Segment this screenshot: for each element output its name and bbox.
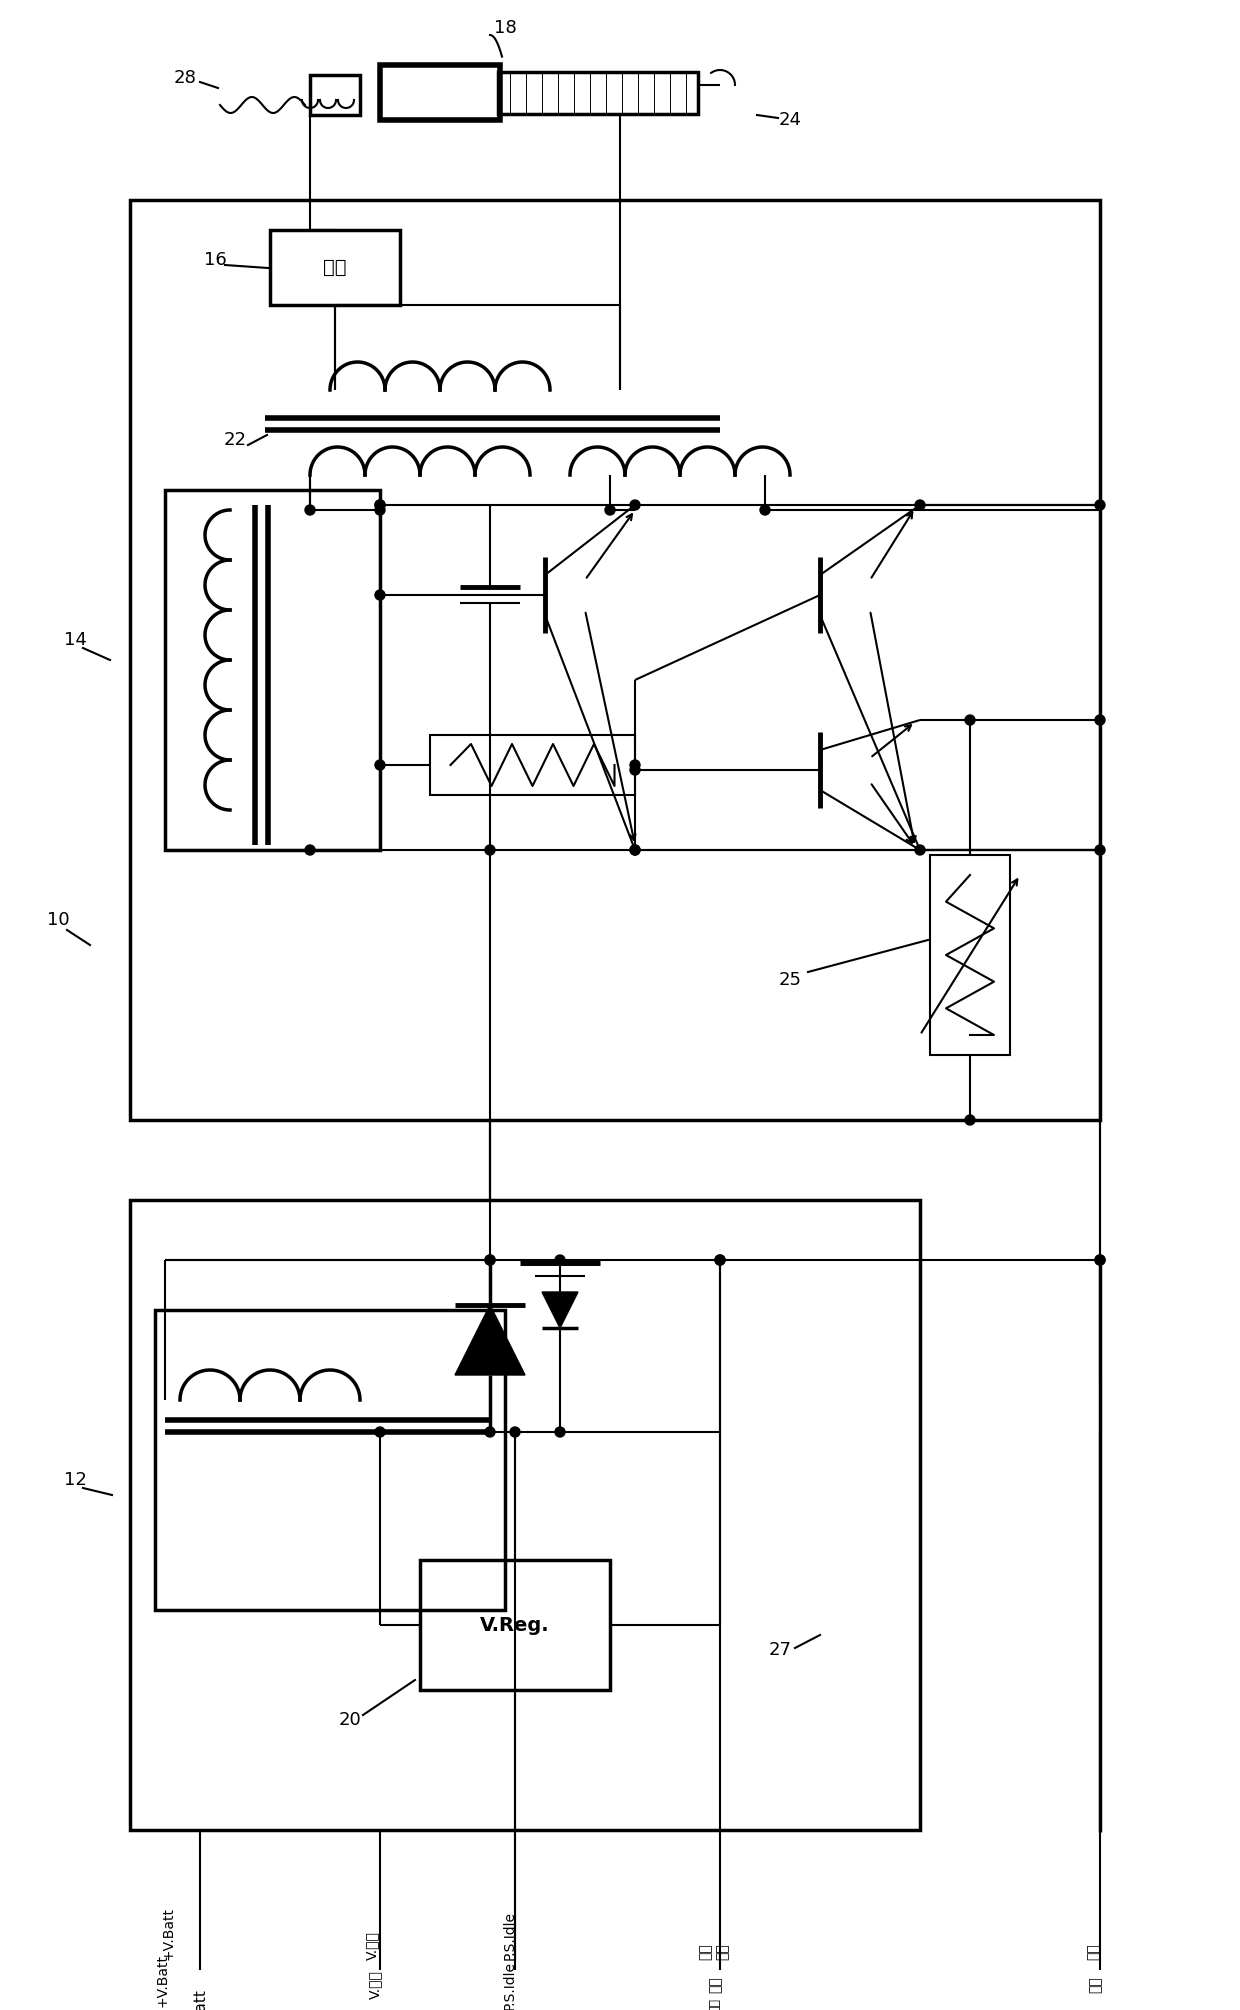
Circle shape xyxy=(1095,1254,1105,1264)
Polygon shape xyxy=(455,1304,525,1375)
Text: +V.Batt: +V.Batt xyxy=(192,1988,207,2010)
Bar xyxy=(130,201,1100,1120)
Circle shape xyxy=(1095,844,1105,854)
Text: V.控制: V.控制 xyxy=(368,1970,382,2000)
Circle shape xyxy=(556,1254,565,1264)
Circle shape xyxy=(915,500,925,511)
Text: 输出: 输出 xyxy=(708,1976,722,1994)
Circle shape xyxy=(965,716,975,726)
Circle shape xyxy=(605,505,615,515)
Bar xyxy=(270,229,401,306)
Bar xyxy=(498,72,698,115)
Circle shape xyxy=(630,844,640,854)
Circle shape xyxy=(485,844,495,854)
Text: V.控制: V.控制 xyxy=(365,1932,379,1960)
Circle shape xyxy=(556,1427,565,1437)
Bar xyxy=(379,64,500,121)
Circle shape xyxy=(510,1427,520,1437)
Circle shape xyxy=(965,1116,975,1126)
Text: 22: 22 xyxy=(223,430,247,448)
Text: 电阻: 电阻 xyxy=(324,257,347,277)
Circle shape xyxy=(630,760,640,770)
Text: +V.Batt: +V.Batt xyxy=(161,1907,175,1960)
Bar xyxy=(130,1200,920,1829)
Circle shape xyxy=(1095,1254,1105,1264)
Bar xyxy=(430,736,635,796)
Text: 20: 20 xyxy=(339,1711,361,1729)
Text: 公共: 公共 xyxy=(1086,1944,1100,1960)
Text: P.S.Idle: P.S.Idle xyxy=(503,1912,517,1960)
Text: 25: 25 xyxy=(779,971,801,989)
Circle shape xyxy=(760,505,770,515)
Text: 24: 24 xyxy=(779,111,801,129)
Bar xyxy=(155,1311,505,1610)
Text: P.S.Idle: P.S.Idle xyxy=(503,1960,517,2010)
Text: 16: 16 xyxy=(203,251,227,269)
Circle shape xyxy=(1095,500,1105,511)
Circle shape xyxy=(630,500,640,511)
Circle shape xyxy=(715,1254,725,1264)
Circle shape xyxy=(630,844,640,854)
Circle shape xyxy=(305,505,315,515)
Text: 输出
控制: 输出 控制 xyxy=(699,1944,729,1960)
Circle shape xyxy=(915,844,925,854)
Text: 公共: 公共 xyxy=(1087,1976,1102,1994)
Circle shape xyxy=(485,1254,495,1264)
Circle shape xyxy=(374,760,384,770)
Bar xyxy=(930,854,1011,1055)
Circle shape xyxy=(485,1427,495,1437)
Text: 14: 14 xyxy=(63,631,87,649)
Text: 12: 12 xyxy=(63,1471,87,1489)
Text: V.Reg.: V.Reg. xyxy=(480,1616,549,1634)
Text: +V.Batt: +V.Batt xyxy=(155,1954,169,2006)
Circle shape xyxy=(305,844,315,854)
Circle shape xyxy=(374,505,384,515)
Bar xyxy=(165,490,379,850)
Bar xyxy=(420,1560,610,1690)
Circle shape xyxy=(374,500,384,511)
Circle shape xyxy=(715,1254,725,1264)
Text: 10: 10 xyxy=(47,911,69,929)
Text: 27: 27 xyxy=(769,1640,791,1658)
Text: 28: 28 xyxy=(174,68,196,86)
Circle shape xyxy=(374,500,384,511)
Circle shape xyxy=(485,1254,495,1264)
Circle shape xyxy=(374,1427,384,1437)
Circle shape xyxy=(630,766,640,776)
Bar xyxy=(310,74,360,115)
Text: 控制: 控制 xyxy=(708,1998,722,2010)
Circle shape xyxy=(374,591,384,601)
Circle shape xyxy=(1095,716,1105,726)
Text: 18: 18 xyxy=(494,18,516,36)
Polygon shape xyxy=(542,1292,578,1329)
